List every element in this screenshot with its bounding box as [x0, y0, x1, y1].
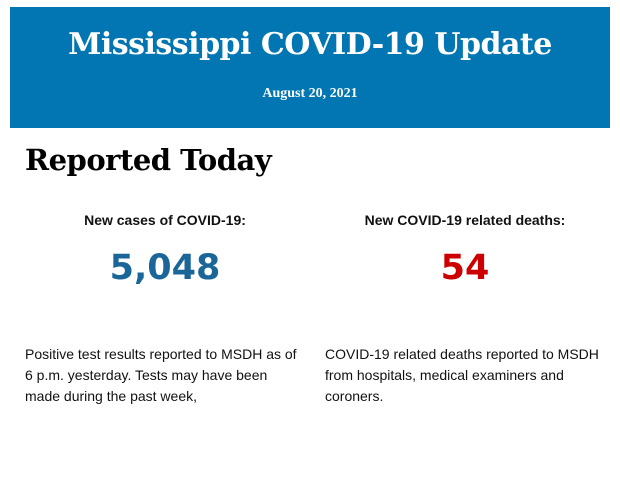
new-cases-value: 5,048 — [109, 248, 221, 288]
page-title: Mississippi COVID-19 Update — [68, 27, 552, 62]
new-deaths-label: New COVID-19 related deaths: — [364, 212, 566, 228]
new-deaths-value: 54 — [440, 248, 490, 288]
new-cases-description: Positive test results reported to MSDH a… — [25, 346, 297, 404]
report-date: August 20, 2021 — [262, 86, 358, 101]
new-deaths-description: COVID-19 related deaths reported to MSDH… — [325, 346, 599, 404]
header-banner: Mississippi COVID-19 Update August 20, 2… — [10, 7, 610, 128]
new-cases-block: New cases of COVID-19: 5,048 — [25, 212, 305, 288]
new-cases-label: New cases of COVID-19: — [84, 212, 246, 228]
section-heading: Reported Today — [25, 143, 272, 177]
new-deaths-block: New COVID-19 related deaths: 54 — [325, 212, 605, 288]
